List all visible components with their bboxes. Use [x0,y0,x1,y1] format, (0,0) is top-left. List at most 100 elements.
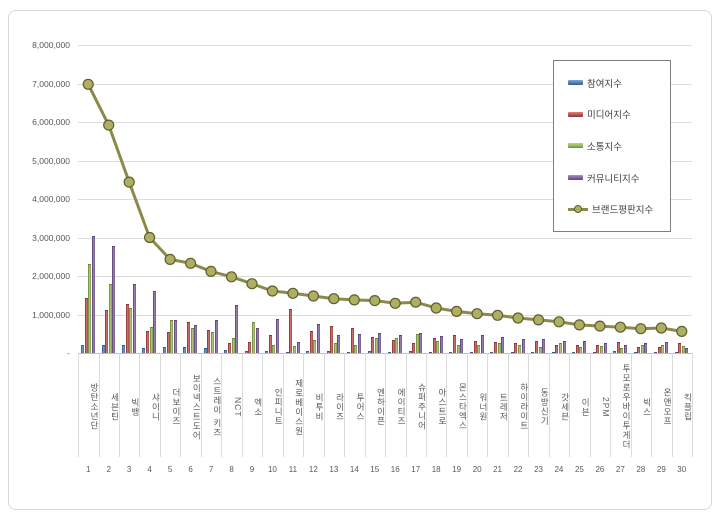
bar-소통지수 [681,346,685,353]
bar-참여지수 [347,351,351,353]
rank-label: 5 [167,465,173,474]
rank-label: 7 [208,465,214,474]
bar-소통지수 [190,328,194,353]
bar-참여지수 [183,346,187,353]
category-label: 하이라이트 [519,383,530,431]
bar-참여지수 [531,351,535,353]
bar-커뮤니티지수 [173,319,177,353]
category-separator [569,353,571,457]
bar-미디어지수 [616,342,620,353]
category-label: 이븐 [580,397,591,417]
bar-커뮤니티지수 [296,342,300,353]
rank-label: 8 [229,465,234,474]
bar-미디어지수 [596,344,600,353]
gridline [78,45,692,46]
line-marker [307,290,319,302]
bar-미디어지수 [678,343,682,353]
category-separator [241,353,243,457]
bar-미디어지수 [555,344,559,353]
rank-label: 9 [249,465,255,474]
line-marker [573,319,586,331]
bar-참여지수 [122,345,125,353]
rank-label: 27 [615,465,625,474]
gridline [78,83,692,85]
bar-커뮤니티지수 [542,339,546,353]
bar-소통지수 [88,264,92,353]
bar-미디어지수 [371,336,375,353]
line-marker [123,176,135,188]
bar-소통지수 [313,339,317,353]
line-marker [410,296,422,308]
line-marker [471,308,483,320]
bar-소통지수 [170,320,174,353]
category-label: 보이넥스트도어 [191,373,202,441]
legend-label: 소통지수 [587,141,622,153]
rank-label: 14 [349,465,359,474]
line-marker [676,325,688,337]
legend-line-dot [574,204,582,213]
category-label: 2PM [601,396,612,418]
rank-label: 2 [106,465,111,474]
category-separator [589,353,591,457]
bar-미디어지수 [125,304,129,353]
bar-참여지수 [388,351,391,353]
category-label: 슈퍼주니어 [417,383,427,431]
bar-커뮤니티지수 [337,334,341,353]
rank-label: 23 [534,465,543,474]
bar-소통지수 [108,283,112,353]
y-axis-tick-label: 3,000,000 [32,232,70,243]
bar-커뮤니티지수 [439,335,443,353]
bar-미디어지수 [534,341,538,353]
legend-item-참여지수: 참여지수 [568,76,670,90]
category-label: 투모로우바이투게더 [621,364,632,450]
category-label: 투어스 [355,392,366,422]
category-label: 빅스 [642,397,653,417]
line-marker [655,322,667,334]
line-marker [82,78,94,90]
bar-소통지수 [395,337,399,353]
bar-커뮤니티지수 [685,348,689,353]
category-label: 갓세븐 [560,392,571,422]
line-marker [144,231,156,244]
category-separator [323,353,325,457]
category-separator [118,353,120,457]
y-axis-tick-label: 1,000,000 [32,309,70,320]
legend-swatch-icon [568,111,583,117]
bar-커뮤니티지수 [153,291,157,353]
category-label: 아스트로 [437,388,448,426]
category-label: 트레저 [498,392,509,422]
line-marker [635,323,647,335]
legend-swatch-icon [568,175,583,181]
line-marker [164,253,176,265]
category-label: 몬스타엑스 [457,383,468,431]
line-marker [348,294,360,306]
line-marker [246,278,258,290]
legend-label: 미디어지수 [587,110,631,122]
bar-미디어지수 [412,343,416,353]
rank-label: 21 [493,465,502,474]
bar-참여지수 [510,351,514,353]
line-marker [287,287,299,299]
bar-커뮤니티지수 [583,341,586,353]
bar-참여지수 [633,351,637,353]
bar-커뮤니티지수 [419,333,423,353]
legend-item-미디어지수: 미디어지수 [568,107,670,121]
category-separator [651,353,653,457]
bar-커뮤니티지수 [624,345,627,353]
line-marker [492,309,504,321]
bar-참여지수 [469,351,473,353]
bar-참여지수 [81,344,84,353]
y-axis-tick-label: 8,000,000 [32,40,70,50]
bar-커뮤니티지수 [501,337,505,353]
bar-커뮤니티지수 [398,334,402,353]
category-separator [671,353,673,457]
bar-참여지수 [244,350,248,353]
bar-미디어지수 [289,308,293,353]
bar-소통지수 [497,343,501,353]
bar-미디어지수 [268,334,272,353]
legend-label: 커뮤니티지수 [587,173,640,185]
bar-소통지수 [292,346,296,353]
legend-swatch-icon [568,80,583,86]
bar-소통지수 [333,343,337,353]
